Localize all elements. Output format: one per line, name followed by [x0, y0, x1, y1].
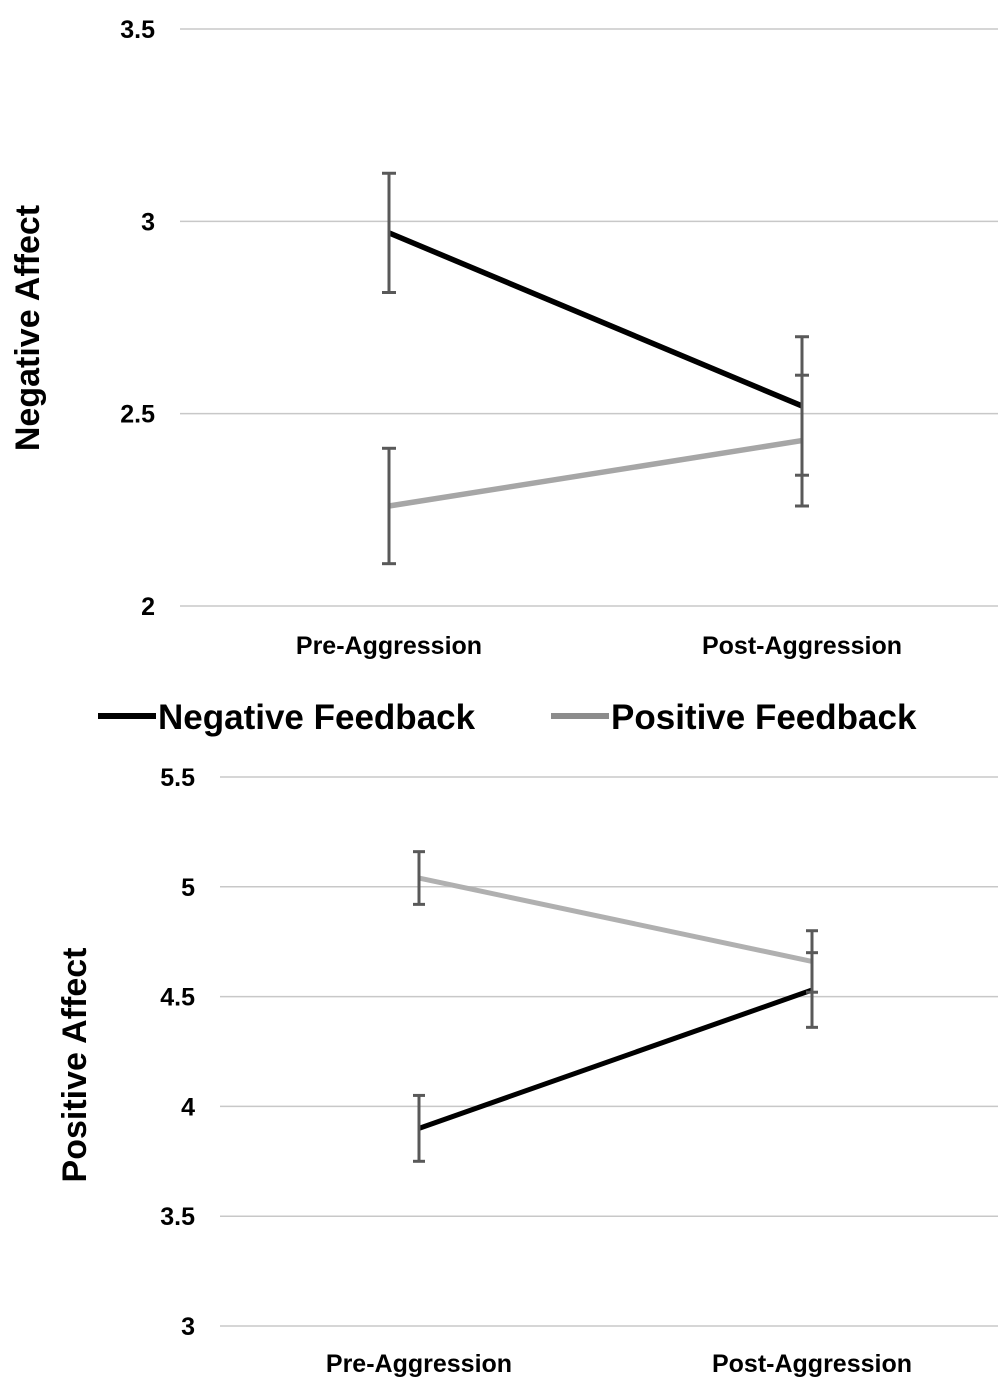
x-tick-label-post-aggression: Post-Aggression [712, 1350, 912, 1378]
error-bar-negative-feedback-pre-aggression [382, 171, 396, 294]
x-tick-label-pre-aggression: Pre-Aggression [326, 1350, 512, 1378]
series-line-positive-feedback [388, 437, 803, 509]
series-line-negative-feedback [387, 230, 804, 409]
y-tick-label: 5 [181, 874, 195, 902]
x-tick-label-post-aggression: Post-Aggression [702, 632, 902, 660]
series-line-negative-feedback [418, 987, 813, 1131]
series-line-positive-feedback [418, 875, 813, 964]
y-tick-label: 3.5 [120, 16, 155, 44]
y-tick-label: 4.5 [160, 984, 195, 1012]
legend-label-positive-feedback: Positive Feedback [611, 698, 917, 737]
legend: Negative Feedback Positive Feedback [98, 698, 917, 737]
y-tick-label: 2 [141, 593, 155, 621]
y-tick-label: 5.5 [160, 764, 195, 792]
y-tick-label: 4 [181, 1093, 195, 1121]
legend-label-negative-feedback: Negative Feedback [158, 698, 476, 737]
error-bar-positive-feedback-post-aggression [795, 373, 809, 508]
error-bar-positive-feedback-pre-aggression [413, 850, 425, 906]
x-tick-label-pre-aggression: Pre-Aggression [296, 632, 482, 660]
y-axis-label: Negative Affect [9, 205, 47, 451]
y-tick-label: 3 [181, 1313, 195, 1341]
y-tick-label: 3 [141, 208, 155, 236]
positive-affect-chart: 3 3.5 4 4.5 5 5.5 Pre-Aggression Post-Aggressio… [56, 764, 998, 1378]
y-tick-label: 3.5 [160, 1203, 195, 1231]
error-bar-positive-feedback-pre-aggression [382, 446, 396, 566]
y-tick-label: 2.5 [120, 401, 155, 429]
y-axis-label: Positive Affect [56, 948, 94, 1183]
negative-affect-chart: 2 2.5 3 3.5 Pre-Aggression Post-Aggression Neg… [9, 16, 998, 660]
error-bar-negative-feedback-pre-aggression [413, 1093, 425, 1163]
error-bar-positive-feedback-post-aggression [806, 929, 818, 994]
